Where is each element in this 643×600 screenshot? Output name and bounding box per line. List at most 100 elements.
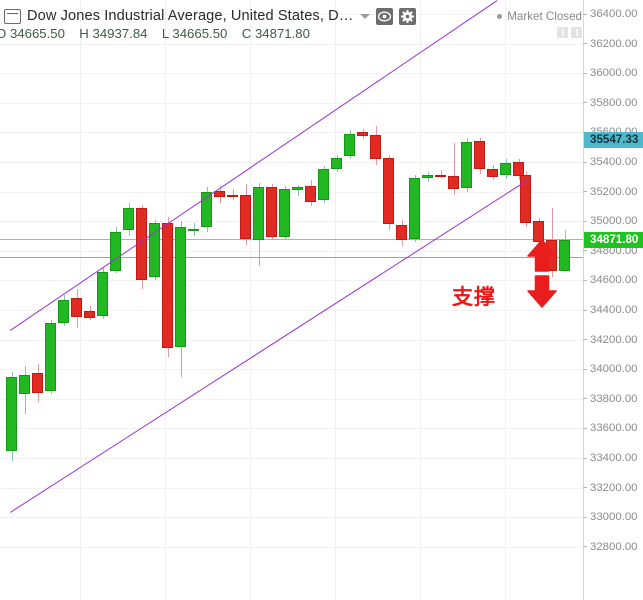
candle-body [435,174,446,177]
tick-mark [583,72,587,74]
candle-body [292,187,303,191]
gridline-v [505,0,506,600]
candle-body [266,187,277,238]
candle-body [32,372,43,393]
price-tick: 35200.00 [583,184,643,200]
price-tick: 35000.00 [583,213,643,229]
candle-body [409,178,420,239]
price-tick: 33400.00 [583,450,643,466]
tick-label: 34000.00 [590,363,638,376]
candle-body [19,375,30,395]
price-tick: 32800.00 [583,539,643,555]
price-tick: 33800.00 [583,391,643,407]
last-price-badge[interactable]: 34871.80 [584,232,643,249]
gridline-v [250,0,251,600]
tick-mark [583,546,587,548]
price-tick: 34400.00 [583,302,643,318]
tick-label: 34200.00 [590,333,638,346]
price-tick: 33000.00 [583,509,643,525]
gridline-h [0,546,583,548]
gridline-h [0,458,583,459]
gridline-h [0,132,583,134]
support-line-green [0,238,583,240]
gridline-h [0,162,583,163]
candle-body [370,134,381,160]
tick-mark [583,516,587,518]
support-line-teal [0,257,583,259]
candle-body [344,133,355,157]
candle-body [45,323,56,392]
tick-mark [583,487,587,489]
tick-label: 33400.00 [590,452,638,464]
tick-label: 32800.00 [590,540,638,553]
candle-wick [297,184,299,197]
candle-body [448,176,459,190]
candle-body [461,142,472,188]
tick-mark [583,368,587,370]
price-tick: 34000.00 [583,361,643,377]
gridline-h [0,250,583,252]
tick-mark [583,220,587,222]
candle-body [383,157,394,225]
price-tick: 34200.00 [583,332,643,348]
candle-body [71,298,82,318]
tick-mark [583,309,587,311]
tick-mark [583,43,587,45]
candle-body [6,376,17,451]
tick-label: 35000.00 [590,215,638,228]
candle-body [201,191,212,228]
gridline-h [0,310,583,311]
gridline-h [0,191,583,193]
gridline-h [0,102,583,104]
candle-body [253,187,264,241]
arrow-down-icon [527,275,557,308]
candle-body [500,162,511,176]
high-marker-badge[interactable]: 35547.33 [584,132,643,149]
gridline-h [0,14,583,15]
price-tick: 33600.00 [583,420,643,436]
tick-mark [583,13,587,15]
price-tick: 34600.00 [583,272,643,288]
gridline-h [0,369,583,371]
candle-body [162,222,173,349]
candle-body [422,175,433,178]
tick-label: 36000.00 [590,67,638,80]
tick-label: 33000.00 [590,511,638,524]
candle-body [513,162,524,177]
tick-mark [583,457,587,459]
gridline-h [0,73,583,75]
candle-body [110,231,121,271]
candle-body [149,223,160,278]
gridline-h [0,398,583,400]
gridline-v [335,0,336,600]
candle-body [318,169,329,201]
candle-body [357,132,368,137]
tick-mark [583,398,587,400]
candle-body [214,190,225,197]
tick-label: 34600.00 [590,274,638,287]
candle-body [227,194,238,197]
gridline-h [0,43,583,45]
candle-body [175,227,186,347]
price-tick: 36000.00 [583,65,643,81]
candle-body [559,240,570,271]
candle-body [188,228,199,231]
candle-body [279,189,290,237]
tick-label: 35800.00 [590,96,638,109]
price-axis[interactable]: 36400.0036200.0036000.0035800.0035600.00… [583,0,643,600]
tick-mark [583,427,587,429]
arrow-up-icon [527,239,557,272]
tick-label: 33200.00 [590,481,638,494]
candle-body [396,224,407,241]
chart-plot-area[interactable]: 支撑 [0,0,583,600]
candle-wick [440,170,442,179]
gridline-v [420,0,421,600]
tick-label: 35400.00 [590,156,638,168]
gridline-h [0,487,583,489]
candle-body [97,271,108,316]
gridline-h [0,428,583,430]
price-tick: 33200.00 [583,480,643,496]
tick-label: 34400.00 [590,304,638,316]
candle-body [520,175,531,223]
